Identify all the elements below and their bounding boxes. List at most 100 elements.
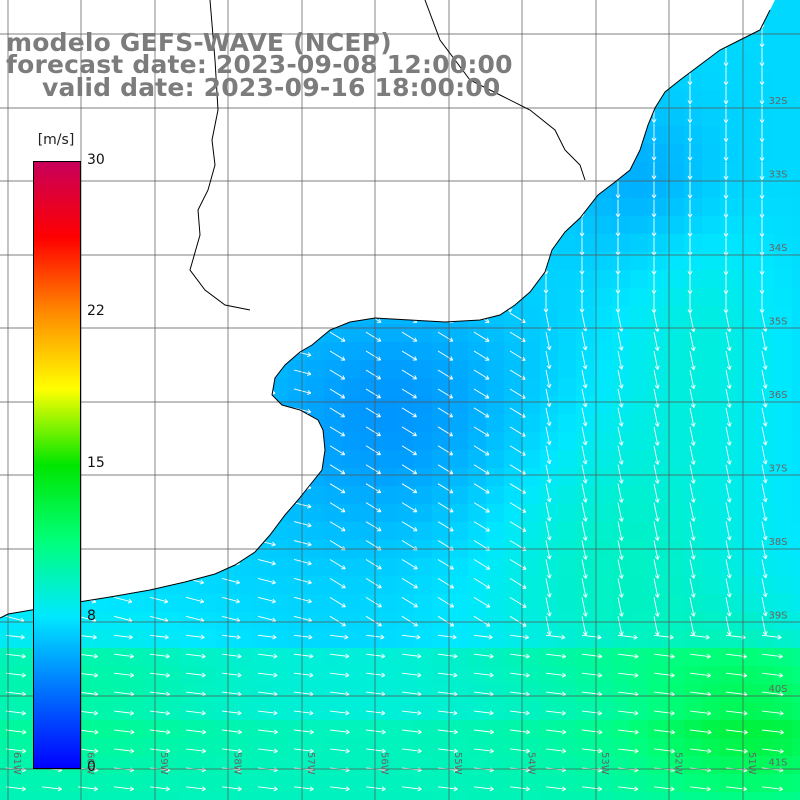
wind-arrow	[761, 332, 768, 351]
wind-speed-cell	[756, 486, 775, 505]
wind-speed-cell	[216, 594, 235, 613]
wind-speed-cell	[792, 738, 800, 757]
wind-arrow	[617, 597, 624, 617]
wind-arrow	[543, 66, 549, 86]
wind-speed-cell	[702, 612, 721, 631]
wind-speed-cell	[594, 360, 613, 379]
wind-speed-cell	[378, 216, 397, 235]
wind-arrow	[507, 218, 513, 237]
wind-speed-cell	[576, 180, 595, 199]
wind-speed-cell	[108, 684, 127, 703]
wind-speed-cell	[666, 432, 685, 451]
wind-arrow	[725, 748, 748, 754]
wind-speed-cell	[630, 612, 649, 631]
wind-arrow	[5, 672, 26, 678]
wind-speed-cell	[540, 468, 559, 487]
wind-arrow	[651, 85, 657, 105]
wind-speed-cell	[684, 180, 703, 199]
wind-speed-cell	[180, 378, 199, 397]
wind-speed-cell	[720, 522, 739, 541]
wind-speed-cell	[702, 738, 721, 757]
wind-speed-cell	[18, 90, 37, 109]
wind-speed-cell	[108, 342, 127, 361]
wind-speed-cell	[144, 738, 163, 757]
wind-speed-cell	[756, 342, 775, 361]
wind-speed-cell	[648, 324, 667, 343]
wind-speed-cell	[216, 684, 235, 703]
wind-arrow	[473, 710, 494, 716]
forecast-date: forecast date: 2023-09-08 12:00:00	[6, 50, 513, 79]
wind-arrow	[509, 615, 527, 627]
wind-arrow	[257, 255, 276, 263]
wind-speed-cell	[684, 252, 703, 271]
wind-speed-cell	[108, 738, 127, 757]
wind-speed-cell	[252, 432, 271, 451]
wind-speed-cell	[216, 630, 235, 649]
wind-speed-cell	[576, 558, 595, 577]
wind-speed-cell	[288, 522, 307, 541]
wind-arrow	[329, 502, 346, 513]
wind-speed-cell	[666, 504, 685, 523]
wind-speed-cell	[432, 684, 451, 703]
wind-speed-cell	[108, 666, 127, 685]
wind-speed-cell	[288, 162, 307, 181]
wind-arrow	[365, 236, 382, 248]
wind-speed-cell	[306, 666, 325, 685]
wind-arrow	[329, 255, 346, 267]
wind-arrow	[725, 407, 732, 427]
wind-speed-cell	[108, 126, 127, 145]
wind-speed-cell	[684, 108, 703, 127]
wind-speed-cell	[684, 90, 703, 109]
wind-arrow	[401, 578, 418, 589]
wind-speed-cell	[234, 324, 253, 343]
wind-arrow	[725, 502, 732, 522]
wind-arrow	[545, 388, 552, 407]
wind-speed-cell	[630, 738, 649, 757]
wind-speed-cell	[306, 378, 325, 397]
wind-speed-cell	[180, 594, 199, 613]
wind-arrow	[543, 123, 549, 142]
wind-speed-cell	[486, 756, 505, 775]
wind-speed-cell	[558, 54, 577, 73]
wind-speed-cell	[414, 720, 433, 739]
wind-speed-cell	[90, 576, 109, 595]
wind-speed-cell	[162, 450, 181, 469]
wind-arrow	[617, 388, 624, 408]
wind-arrow	[759, 142, 765, 162]
wind-speed-cell	[558, 792, 577, 800]
wind-speed-cell	[270, 360, 289, 379]
wind-speed-cell	[234, 432, 253, 451]
wind-arrow	[761, 445, 768, 465]
wind-arrow	[401, 483, 418, 494]
wind-speed-cell	[684, 630, 703, 649]
wind-arrow	[617, 653, 639, 659]
wind-speed-cell	[378, 432, 397, 451]
wind-speed-cell	[432, 414, 451, 433]
wind-speed-cell	[738, 738, 757, 757]
wind-arrow	[581, 521, 588, 541]
wind-speed-cell	[612, 324, 631, 343]
wind-speed-cell	[720, 468, 739, 487]
wind-speed-cell	[144, 720, 163, 739]
wind-arrow	[689, 540, 696, 560]
wind-arrow	[401, 180, 418, 191]
wind-speed-cell	[450, 360, 469, 379]
wind-speed-cell	[90, 360, 109, 379]
wind-speed-cell	[540, 144, 559, 163]
wind-speed-cell	[144, 180, 163, 199]
wind-speed-cell	[450, 630, 469, 649]
wind-arrow	[365, 123, 382, 134]
wind-speed-cell	[360, 756, 379, 775]
latitude-label: 36S	[768, 390, 787, 401]
wind-speed-cell	[774, 324, 793, 343]
wind-arrow	[545, 426, 552, 445]
wind-speed-cell	[630, 504, 649, 523]
wind-speed-cell	[306, 612, 325, 631]
wind-speed-cell	[666, 702, 685, 721]
wind-speed-cell	[666, 414, 685, 433]
wind-speed-cell	[162, 630, 181, 649]
wind-speed-cell	[180, 468, 199, 487]
wind-arrow	[293, 502, 312, 509]
wind-speed-cell	[288, 774, 307, 793]
wind-speed-cell	[108, 648, 127, 667]
